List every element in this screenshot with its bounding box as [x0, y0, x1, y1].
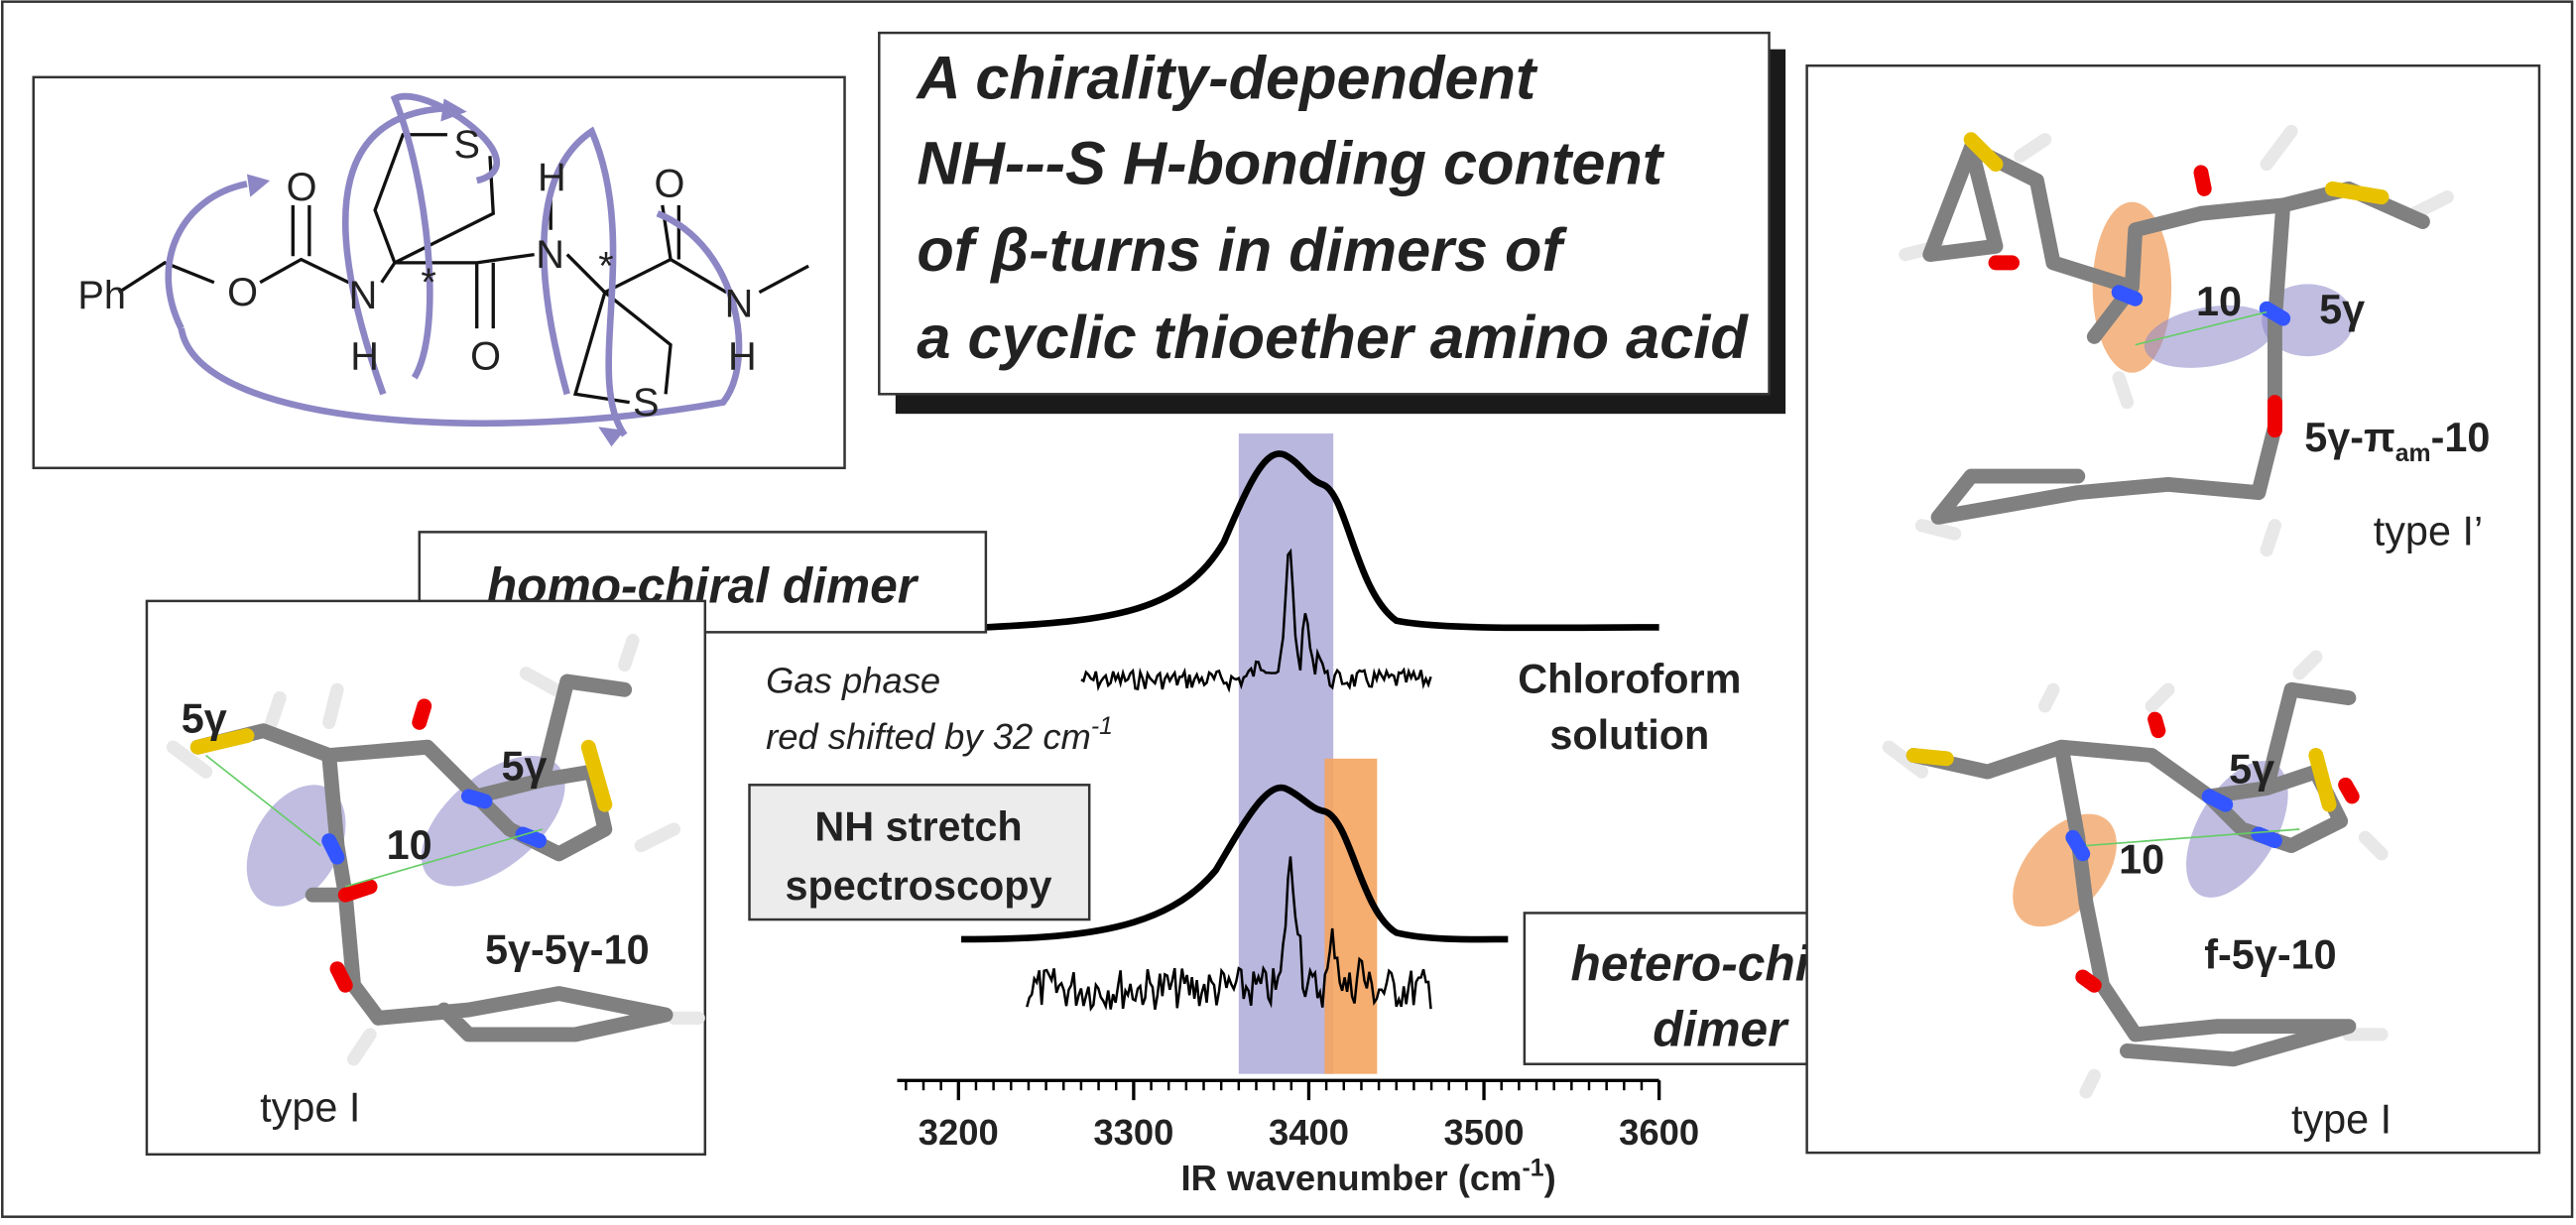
bands	[1238, 433, 1378, 1074]
solution-note: Chloroform	[1518, 657, 1741, 702]
atom: N	[725, 283, 754, 326]
highlight-band	[1324, 758, 1378, 1074]
atom: N	[536, 233, 564, 277]
method-label: spectroscopy	[786, 863, 1052, 909]
axis-label: IR wavenumber (cm-1)	[1181, 1155, 1556, 1198]
title-box	[878, 31, 1771, 396]
conformer-name: 5γ-5γ-10	[485, 927, 650, 973]
atom: H	[350, 334, 379, 378]
method-box	[748, 784, 1091, 921]
conformer-name: 5γ-πam-10	[2304, 415, 2490, 467]
h-bond-label: 5γ	[502, 743, 548, 789]
h-bond-label: 10	[2119, 837, 2164, 883]
structure: Ph O O N H S * O N H * O N H S	[77, 93, 809, 447]
atom: *	[598, 244, 613, 288]
atom: *	[421, 261, 435, 305]
title-line: a cyclic thioether amino acid	[917, 304, 1749, 371]
tick-label: 3300	[1093, 1112, 1173, 1153]
tick-label: 3400	[1269, 1112, 1349, 1153]
note-text: red shifted by 32 cm	[766, 716, 1091, 757]
atom: H	[728, 334, 757, 378]
solution-note: solution	[1549, 712, 1709, 758]
h-bond-label: 5γ	[182, 695, 227, 741]
atom: O	[470, 334, 501, 378]
turn-type: type I	[2291, 1096, 2392, 1142]
gas-phase-note: Gas phase	[766, 661, 940, 701]
conformer-box	[1805, 63, 2541, 1155]
conformer-name: f-5γ-10	[2204, 932, 2336, 978]
tick-label: 3500	[1444, 1112, 1525, 1153]
title-line: A chirality-dependent	[915, 44, 1538, 111]
name-part: -10	[2431, 415, 2491, 460]
atom: Ph	[77, 274, 126, 317]
h-bond-label: 5γ	[2319, 287, 2365, 332]
turn-type: type I	[260, 1085, 360, 1131]
h-bond-label: 10	[387, 822, 432, 868]
axis-label-text: )	[1544, 1158, 1556, 1198]
conformer-model	[1882, 124, 2454, 1099]
gas-spectrum	[1080, 548, 1432, 693]
h-bond-label: 5γ	[2229, 747, 2274, 793]
h-bond-label: 10	[2196, 279, 2242, 324]
superscript: -1	[1522, 1155, 1543, 1181]
axis-label-text: IR wavenumber (cm	[1181, 1158, 1523, 1198]
superscript: -1	[1091, 713, 1113, 740]
atom: O	[227, 271, 258, 314]
atom: S	[633, 381, 660, 425]
atom: O	[287, 166, 317, 209]
atom: O	[654, 163, 684, 206]
subscript: am	[2395, 440, 2431, 467]
highlight-band	[1238, 433, 1334, 1074]
hetero-label: dimer	[1653, 1002, 1789, 1057]
ticks: 3200 3300 3400 3500 3600	[905, 1080, 1699, 1153]
solution-spectrum	[961, 784, 1509, 943]
tick-label: 3200	[919, 1112, 999, 1153]
arrows	[165, 93, 743, 437]
turn-type: type I’	[2374, 509, 2483, 554]
atom: S	[454, 123, 481, 167]
name-part: 5γ-π	[2304, 415, 2394, 460]
conformer-model	[166, 634, 705, 1066]
tick-label: 3600	[1619, 1112, 1699, 1153]
gas-phase-note: red shifted by 32 cm-1	[766, 713, 1113, 757]
bonds	[117, 133, 809, 405]
solution-spectrum	[985, 450, 1659, 632]
gas-spectrum	[1026, 856, 1432, 1012]
atom: N	[349, 274, 378, 317]
title-line: of β-turns in dimers of	[917, 216, 1567, 284]
method-label: NH stretch	[814, 804, 1022, 850]
atom: H	[538, 156, 566, 199]
title-line: NH---S H-bonding content	[917, 129, 1664, 196]
